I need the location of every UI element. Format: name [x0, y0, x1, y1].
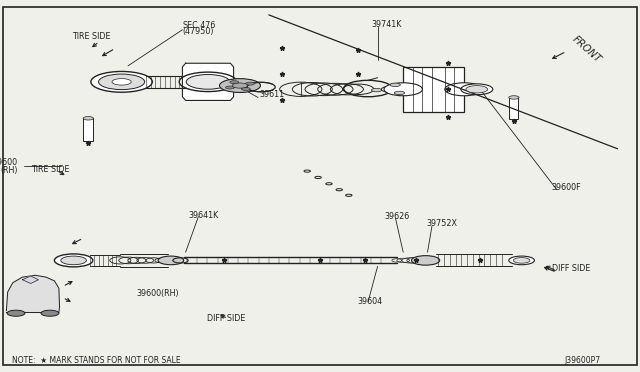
Text: 39626: 39626 [384, 212, 409, 221]
Ellipse shape [91, 71, 152, 92]
Ellipse shape [461, 84, 493, 95]
Ellipse shape [509, 96, 519, 99]
Text: DIFF SIDE: DIFF SIDE [207, 314, 245, 323]
Ellipse shape [158, 256, 184, 265]
Ellipse shape [371, 89, 381, 92]
Ellipse shape [390, 83, 401, 87]
Ellipse shape [7, 310, 25, 316]
Text: DIFF SIDE: DIFF SIDE [552, 264, 590, 273]
Ellipse shape [509, 256, 534, 265]
Ellipse shape [381, 86, 399, 92]
Ellipse shape [186, 74, 230, 89]
Text: (RH): (RH) [1, 166, 18, 174]
Text: 39641K: 39641K [189, 211, 219, 219]
Bar [403, 67, 464, 112]
Ellipse shape [99, 74, 145, 90]
Text: (47950): (47950) [182, 27, 214, 36]
Text: 39600: 39600 [0, 158, 18, 167]
Text: FRONT: FRONT [571, 34, 604, 64]
Text: TIRE SIDE: TIRE SIDE [72, 32, 110, 41]
Ellipse shape [83, 116, 93, 120]
Ellipse shape [466, 86, 488, 93]
Ellipse shape [232, 83, 248, 88]
Text: 39611: 39611 [259, 90, 284, 99]
Bar [83, 118, 93, 141]
Text: 39604: 39604 [357, 297, 382, 306]
Ellipse shape [394, 91, 404, 94]
Ellipse shape [445, 83, 483, 96]
Ellipse shape [54, 254, 93, 267]
Polygon shape [22, 276, 38, 283]
Text: TIRE SIDE: TIRE SIDE [31, 165, 69, 174]
Polygon shape [182, 63, 234, 100]
Ellipse shape [41, 310, 59, 316]
Text: SEC.476: SEC.476 [182, 21, 216, 30]
Ellipse shape [225, 86, 234, 89]
Bar [509, 97, 518, 119]
Ellipse shape [220, 78, 260, 93]
Text: 39600(RH): 39600(RH) [136, 289, 179, 298]
Ellipse shape [246, 82, 255, 85]
Ellipse shape [61, 256, 86, 265]
Ellipse shape [179, 72, 237, 92]
Bar [61, 15, 618, 208]
Ellipse shape [412, 256, 440, 265]
Text: 39600F: 39600F [552, 183, 581, 192]
Text: J39600P7: J39600P7 [564, 356, 600, 365]
Text: 39752X: 39752X [427, 219, 458, 228]
Ellipse shape [230, 81, 239, 84]
Ellipse shape [112, 78, 131, 85]
Ellipse shape [384, 83, 422, 96]
Ellipse shape [241, 87, 250, 90]
Polygon shape [6, 275, 60, 312]
Bar [61, 208, 618, 335]
Text: NOTE:  ★ MARK STANDS FOR NOT FOR SALE: NOTE: ★ MARK STANDS FOR NOT FOR SALE [12, 356, 180, 365]
Text: 39741K: 39741K [371, 20, 401, 29]
Ellipse shape [513, 257, 530, 263]
